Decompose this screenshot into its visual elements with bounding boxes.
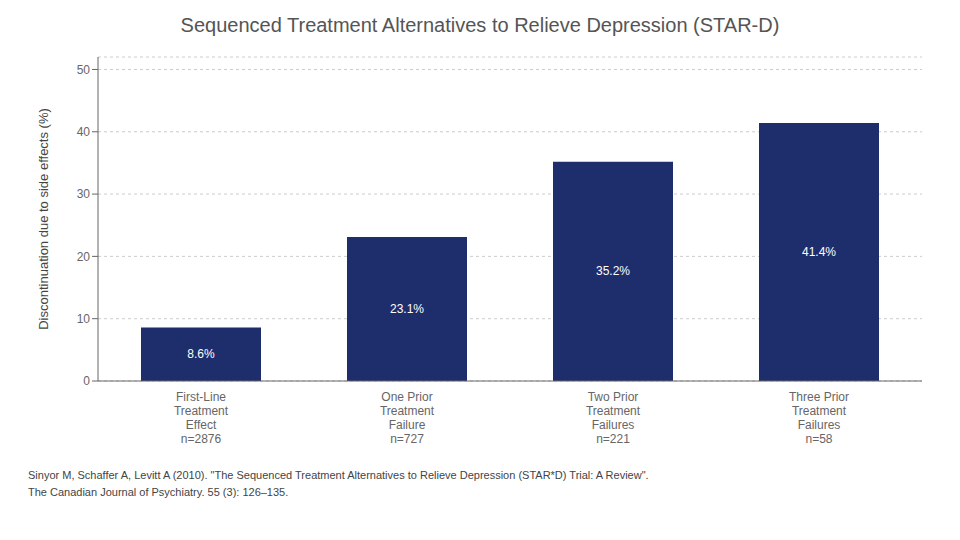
html-text:Sequenced Treatment Alternativ: Sequenced Treatment Alternatives to Reli… [180,14,780,36]
svg-text:30: 30 [77,187,91,201]
svg-text:41.4%: 41.4% [802,245,836,259]
html-text:Sinyor M, Schaffer A, Levitt A: Sinyor M, Schaffer A, Levitt A (2010). "… [28,469,649,481]
svg-text:First-LineTreatmentEffectn=287: First-LineTreatmentEffectn=2876 [174,390,229,446]
html-text:The Canadian Journal of Psychi: The Canadian Journal of Psychiatry. 55 (… [28,485,289,498]
svg-text:10: 10 [77,312,91,326]
svg-text:40: 40 [77,125,91,139]
svg-text:Two PriorTreatmentFailuresn=22: Two PriorTreatmentFailuresn=221 [586,390,641,446]
svg-text:23.1%: 23.1% [390,302,424,316]
svg-text:50: 50 [77,63,91,77]
svg-text:35.2%: 35.2% [596,264,630,278]
svg-text:Three PriorTreatmentFailuresn=: Three PriorTreatmentFailuresn=58 [789,390,849,446]
svg-text:0: 0 [83,374,90,388]
svg-text:One PriorTreatmentFailuren=727: One PriorTreatmentFailuren=727 [380,390,435,446]
svg-text:Discontinuation due to side ef: Discontinuation due to side effects (%) [36,108,51,330]
svg-text:20: 20 [77,250,91,264]
svg-text:8.6%: 8.6% [187,347,215,361]
